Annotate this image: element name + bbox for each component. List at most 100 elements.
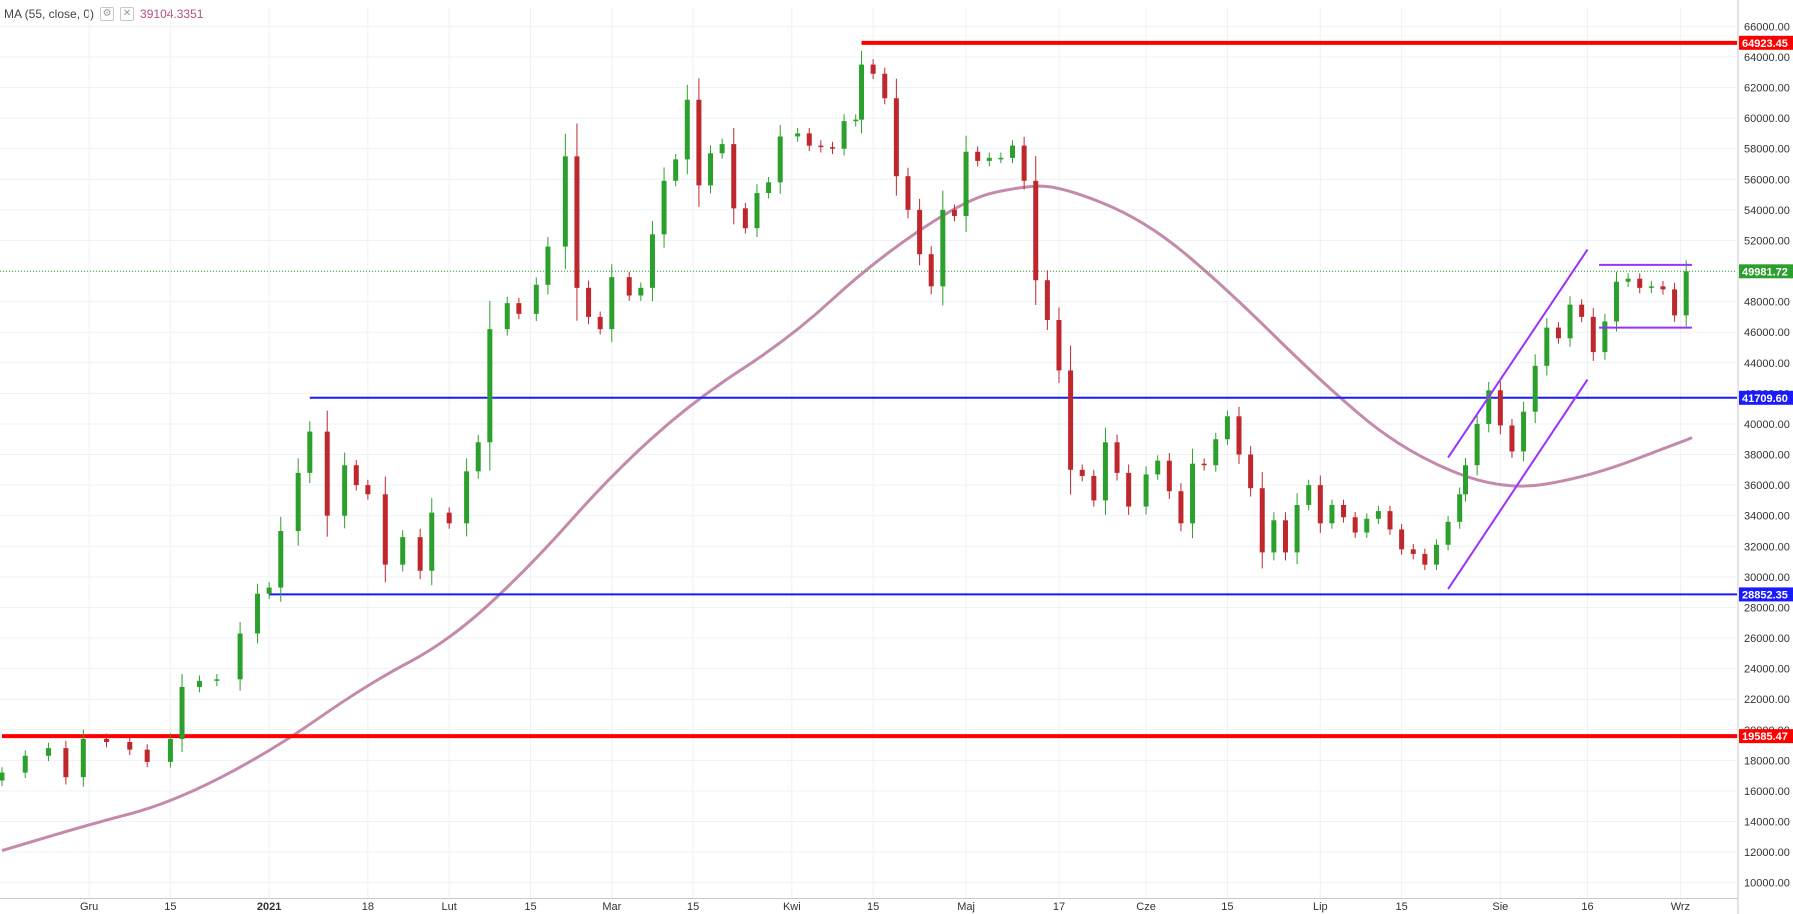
candle-body [1399, 529, 1405, 550]
indicator-label: MA (55, close, 0) [4, 7, 95, 21]
candle-body [661, 180, 667, 235]
candle-body [307, 431, 313, 473]
candles [0, 50, 1689, 787]
y-tick-label: 32000.00 [1744, 541, 1790, 553]
candle-body [400, 537, 406, 565]
candle-body [917, 209, 923, 255]
candle-body [504, 303, 510, 330]
candle-body [1648, 286, 1654, 288]
candle-body [1091, 475, 1097, 501]
candle-body [951, 209, 957, 216]
candle-body [998, 157, 1004, 160]
price-tag-bg [1739, 35, 1793, 50]
candle-body [638, 287, 644, 296]
candle-body [196, 680, 202, 687]
candle-body [1306, 485, 1312, 505]
candle-body [167, 738, 173, 762]
candle-body [1637, 278, 1643, 288]
candle-body [766, 182, 772, 194]
candle-body [353, 465, 359, 486]
candle-body [1352, 517, 1358, 533]
gear-icon[interactable]: ⚙ [100, 7, 115, 21]
x-tick-label: 2021 [257, 901, 281, 913]
y-tick-label: 58000.00 [1744, 144, 1790, 156]
candle-body [104, 738, 110, 743]
x-tick-label: 15 [1395, 901, 1407, 913]
x-tick-label: 15 [524, 901, 536, 913]
candle-body [928, 254, 934, 287]
y-tick-label: 44000.00 [1744, 358, 1790, 370]
candle-body [324, 431, 330, 516]
y-tick-label: 24000.00 [1744, 664, 1790, 676]
candle-body [1213, 439, 1219, 466]
channel-line [1447, 379, 1589, 590]
y-tick-label: 54000.00 [1744, 205, 1790, 217]
candle-body [446, 512, 452, 524]
candle-body [777, 136, 783, 183]
x-tick-label: Mar [602, 901, 621, 913]
y-tick-label: 34000.00 [1744, 511, 1790, 523]
close-icon[interactable]: ✕ [120, 7, 135, 21]
moving-average [1, 184, 1693, 853]
candle-body [1178, 491, 1184, 524]
y-tick-label: 30000.00 [1744, 572, 1790, 584]
candle-body [1567, 304, 1573, 339]
price-tag-bg [1739, 587, 1793, 602]
candle-body [562, 156, 568, 247]
candle-body [45, 748, 51, 756]
price-tag: 49981.72 [1742, 266, 1788, 278]
indicator-value: 39104.3351 [140, 7, 204, 21]
x-tick-label: Sie [1492, 901, 1508, 913]
candle-body [1532, 365, 1538, 412]
candle-body [1033, 180, 1039, 281]
candle-body [1422, 553, 1428, 565]
candle-body [795, 133, 801, 137]
x-tick-label: 15 [164, 901, 176, 913]
candle-body [1625, 278, 1631, 282]
candle-body [464, 471, 470, 524]
candle-body [1433, 544, 1439, 565]
x-tick-label: 17 [1053, 901, 1065, 913]
candle-body [853, 119, 859, 122]
candle-body [975, 151, 981, 161]
candle-body [365, 485, 371, 495]
candle-body [1683, 271, 1689, 316]
y-tick-label: 22000.00 [1744, 694, 1790, 706]
candle-body [1463, 465, 1469, 495]
candle-body [475, 442, 481, 472]
candle-body [1126, 472, 1132, 507]
candle-body [806, 133, 812, 146]
candle-body [1486, 390, 1492, 424]
candle-body [1271, 520, 1277, 553]
y-tick-label: 38000.00 [1744, 450, 1790, 462]
candle-body [1364, 518, 1370, 533]
candle-body [963, 151, 969, 216]
candle-body [1544, 327, 1550, 366]
y-tick-label: 46000.00 [1744, 327, 1790, 339]
candle-body [986, 157, 992, 161]
candle-body [1259, 488, 1265, 553]
candle-body [940, 209, 946, 287]
price-tag: 28852.35 [1742, 589, 1788, 601]
candle-body [1317, 485, 1323, 524]
channel-lines [1447, 249, 1692, 590]
candle-body [1672, 289, 1678, 316]
candle-body [127, 742, 133, 750]
candle-body [1079, 469, 1085, 476]
candle-body [1248, 454, 1254, 489]
x-tick-label: Lut [442, 901, 457, 913]
candle-body [1201, 463, 1207, 466]
candle-body [214, 679, 220, 681]
price-tag: 41709.60 [1742, 393, 1788, 405]
candle-body [1341, 504, 1347, 518]
candle-body [841, 121, 847, 149]
x-tick-label: 16 [1581, 901, 1593, 913]
candle-body [1282, 520, 1288, 553]
price-tag-bg [1739, 264, 1793, 279]
grid [0, 8, 1737, 898]
candle-body [829, 147, 835, 149]
price-labels: 64923.45 19585.47 41709.60 28852.35 49981.72 [1739, 35, 1793, 744]
price-tag: 19585.47 [1742, 731, 1788, 743]
candle-body [545, 246, 551, 285]
